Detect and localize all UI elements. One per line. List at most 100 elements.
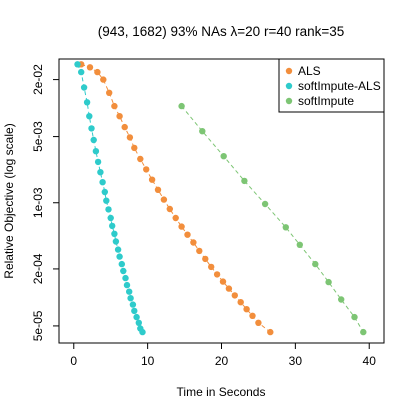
point-als	[208, 263, 215, 271]
point-softimpute-als	[88, 125, 95, 132]
point-als	[225, 285, 233, 292]
y-tick-label: 2e-04	[31, 253, 45, 284]
point-softimpute-als	[129, 301, 137, 308]
point-als	[148, 176, 156, 183]
point-softimpute-als	[74, 61, 81, 68]
point-softimpute-als	[120, 267, 127, 275]
point-softimpute-als	[118, 260, 126, 268]
point-softimpute	[351, 313, 358, 321]
point-softimpute-als	[114, 246, 122, 253]
point-als	[190, 239, 197, 246]
x-tick-label: 0	[70, 354, 77, 368]
point-als	[111, 102, 118, 110]
point-softimpute-als	[107, 214, 114, 222]
point-softimpute-als	[92, 148, 100, 155]
point-softimpute-als	[116, 253, 123, 260]
point-als	[243, 306, 250, 313]
point-als	[219, 278, 227, 285]
legend-marker-softimpute-als	[285, 82, 293, 90]
point-als	[116, 113, 123, 120]
y-tick-label: 1e-03	[31, 187, 45, 218]
point-softimpute-als	[83, 99, 91, 106]
x-tick-label: 30	[289, 354, 303, 368]
legend-marker-als	[285, 67, 293, 75]
point-als	[160, 196, 168, 203]
point-als	[106, 89, 113, 97]
point-als	[166, 205, 173, 213]
point-softimpute-als	[126, 288, 133, 295]
point-softimpute	[312, 260, 319, 268]
legend-box	[278, 58, 385, 113]
x-tick-label: 10	[141, 354, 155, 368]
legend-label-softimpute: softImpute	[298, 94, 354, 108]
y-tick-label: 5e-05	[31, 310, 45, 341]
point-als	[172, 214, 179, 222]
point-softimpute-als	[103, 197, 110, 204]
plot-series	[74, 61, 367, 336]
y-axis-label: Relative Objective (log scale)	[2, 123, 16, 278]
point-als	[94, 68, 101, 76]
y-tick-label: 2e-02	[31, 64, 45, 95]
x-tick-label: 20	[215, 354, 229, 368]
point-als	[267, 328, 274, 336]
point-softimpute-als	[139, 328, 146, 336]
point-softimpute-als	[78, 68, 85, 76]
point-als	[100, 76, 107, 83]
point-softimpute	[220, 153, 227, 160]
point-als	[86, 64, 94, 71]
point-als	[137, 155, 144, 163]
point-als	[131, 144, 138, 152]
point-softimpute-als	[109, 222, 116, 230]
point-als	[237, 299, 244, 306]
point-softimpute	[338, 296, 345, 303]
point-als	[213, 271, 221, 278]
point-softimpute-als	[112, 238, 120, 245]
point-softimpute-als	[127, 295, 134, 302]
point-als	[143, 166, 150, 173]
point-softimpute	[241, 177, 248, 185]
point-als	[178, 223, 185, 230]
point-als	[126, 134, 134, 141]
y-axis: 5e-05 2e-04 1e-03 5e-03 2e-02	[31, 64, 60, 341]
point-als	[184, 231, 191, 238]
point-softimpute-als	[97, 169, 104, 176]
legend-label-softimpute-als: softImpute-ALS	[298, 79, 381, 93]
point-softimpute-als	[99, 179, 106, 186]
point-softimpute-als	[80, 84, 88, 91]
point-softimpute-als	[90, 136, 97, 144]
point-softimpute-als	[131, 307, 138, 315]
legend: ALS softImpute-ALS softImpute	[278, 58, 385, 113]
point-softimpute	[325, 278, 332, 286]
series-line-softimpute	[181, 105, 364, 333]
legend-marker-softimpute	[285, 97, 293, 105]
series-line-als	[81, 63, 271, 333]
point-als	[121, 123, 128, 131]
point-softimpute-als	[111, 230, 118, 237]
legend-label-als: ALS	[298, 64, 321, 78]
point-softimpute	[360, 328, 367, 336]
point-als	[255, 319, 262, 326]
chart-title: (943, 1682) 93% NAs λ=20 r=40 rank=35	[98, 24, 345, 39]
point-softimpute-als	[133, 313, 140, 321]
point-als	[154, 186, 162, 193]
x-axis-label: Time in Seconds	[177, 385, 266, 399]
point-als	[231, 292, 238, 299]
point-softimpute-als	[86, 113, 93, 120]
point-softimpute	[296, 241, 303, 248]
point-softimpute-als	[122, 274, 129, 282]
x-tick-label: 40	[363, 354, 377, 368]
point-softimpute-als	[94, 158, 102, 166]
point-softimpute-als	[105, 206, 112, 213]
point-als	[202, 255, 209, 263]
point-softimpute-als	[123, 281, 131, 289]
point-softimpute	[199, 128, 206, 135]
point-softimpute	[178, 102, 185, 110]
point-als	[249, 312, 256, 319]
x-axis: 0 10 20 30 40	[70, 342, 377, 368]
point-softimpute	[261, 200, 269, 208]
point-softimpute-als	[135, 319, 142, 326]
point-als	[196, 247, 203, 255]
y-tick-label: 5e-03	[31, 121, 45, 152]
point-softimpute-als	[101, 188, 109, 196]
